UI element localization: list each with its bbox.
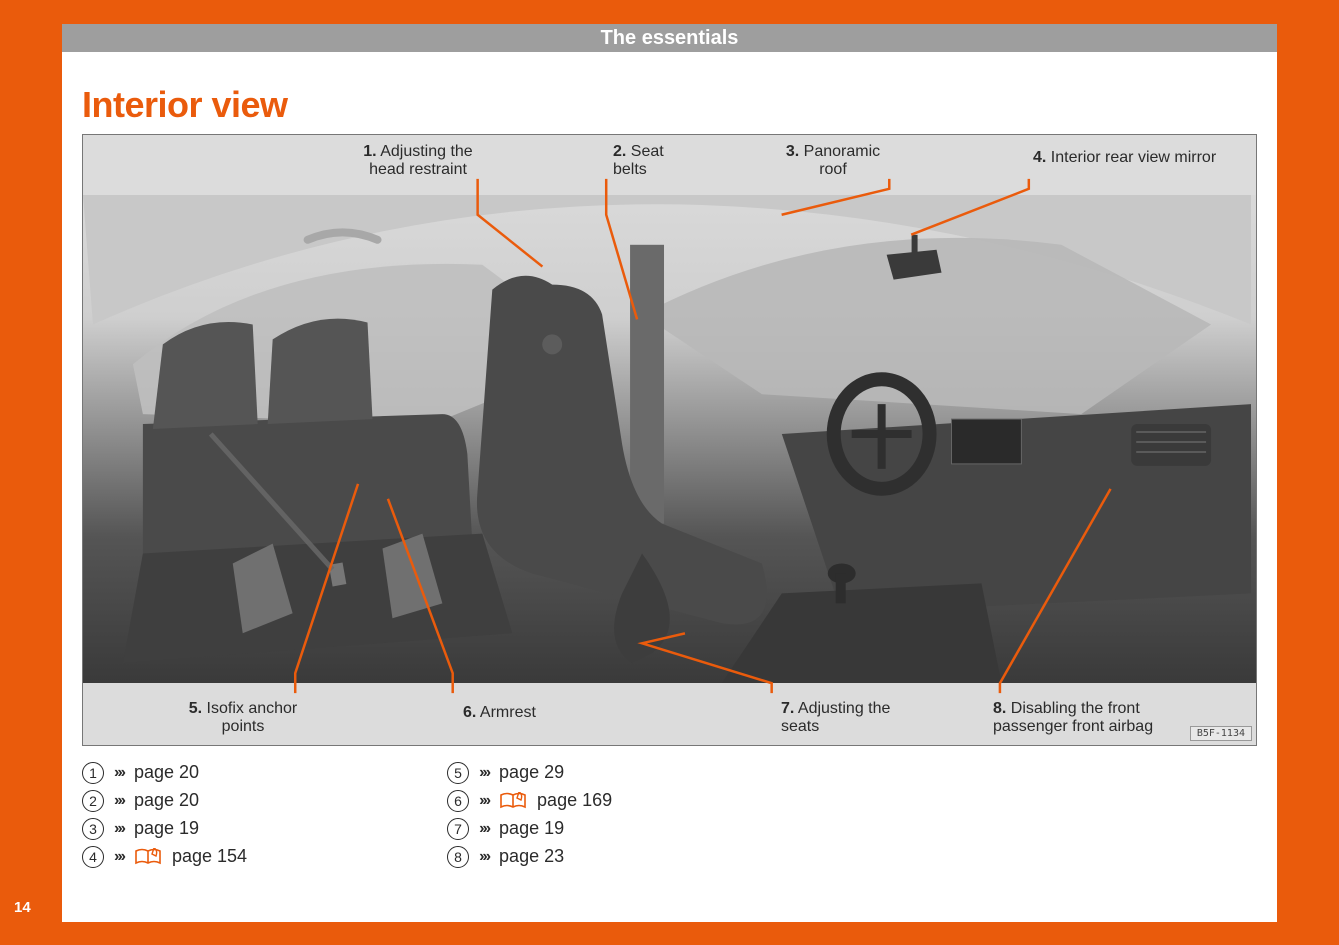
figure-code: B5F-1134	[1190, 726, 1252, 741]
ref-row[interactable]: 8 ››› page 23	[447, 846, 612, 868]
chevron-icon: ›››	[479, 820, 489, 838]
ref-number-circle: 8	[447, 846, 469, 868]
ref-page: page 20	[134, 790, 199, 811]
chevron-icon: ›››	[114, 792, 124, 810]
ref-page: page 19	[499, 818, 564, 839]
chevron-icon: ›››	[479, 792, 489, 810]
header-bar: The essentials	[62, 24, 1277, 52]
ref-number-circle: 4	[82, 846, 104, 868]
references-col-2: 5 ››› page 29 6 ››› page 169 7 ››› page …	[447, 762, 612, 868]
page-container: The essentials Interior view	[62, 24, 1277, 922]
ref-row[interactable]: 2 ››› page 20	[82, 790, 247, 812]
book-icon	[499, 792, 527, 810]
ref-number-circle: 3	[82, 818, 104, 840]
page-title: Interior view	[82, 84, 288, 126]
chevron-icon: ›››	[479, 764, 489, 782]
ref-number-circle: 1	[82, 762, 104, 784]
ref-page: page 154	[172, 846, 247, 867]
page-number: 14	[14, 899, 31, 916]
ref-number-circle: 2	[82, 790, 104, 812]
chevron-icon: ›››	[114, 820, 124, 838]
references-col-1: 1 ››› page 20 2 ››› page 20 3 ››› page 1…	[82, 762, 247, 868]
ref-page: page 23	[499, 846, 564, 867]
chevron-icon: ›››	[479, 848, 489, 866]
ref-number-circle: 5	[447, 762, 469, 784]
chevron-icon: ›››	[114, 848, 124, 866]
leader-lines	[83, 135, 1256, 745]
ref-row[interactable]: 7 ››› page 19	[447, 818, 612, 840]
ref-row[interactable]: 3 ››› page 19	[82, 818, 247, 840]
ref-number-circle: 7	[447, 818, 469, 840]
references: 1 ››› page 20 2 ››› page 20 3 ››› page 1…	[82, 762, 612, 868]
header-title: The essentials	[601, 27, 739, 49]
ref-page: page 29	[499, 762, 564, 783]
chevron-icon: ›››	[114, 764, 124, 782]
ref-row[interactable]: 1 ››› page 20	[82, 762, 247, 784]
book-icon	[134, 848, 162, 866]
ref-number-circle: 6	[447, 790, 469, 812]
ref-row[interactable]: 4 ››› page 154	[82, 846, 247, 868]
ref-row[interactable]: 6 ››› page 169	[447, 790, 612, 812]
ref-row[interactable]: 5 ››› page 29	[447, 762, 612, 784]
ref-page: page 19	[134, 818, 199, 839]
ref-page: page 20	[134, 762, 199, 783]
figure: 1. Adjusting the head restraint 2. Seat …	[82, 134, 1257, 746]
ref-page: page 169	[537, 790, 612, 811]
